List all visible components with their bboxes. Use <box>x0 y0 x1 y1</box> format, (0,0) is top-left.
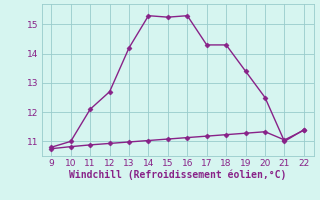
X-axis label: Windchill (Refroidissement éolien,°C): Windchill (Refroidissement éolien,°C) <box>69 169 286 180</box>
